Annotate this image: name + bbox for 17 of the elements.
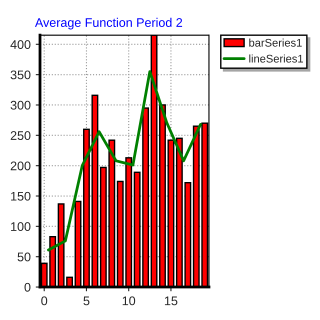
chart-title: Average Function Period 2	[34, 18, 182, 30]
y-tick-label: 400	[10, 40, 30, 49]
y-tick-label: 200	[10, 161, 30, 170]
x-tick-label: 15	[164, 296, 178, 306]
legend-label: barSeries1	[249, 38, 302, 47]
y-tick-label: 250	[10, 131, 30, 140]
y-tick-label: 0	[24, 282, 30, 292]
y-tick-label: 350	[10, 70, 30, 80]
y-tick-label: 50	[18, 252, 30, 262]
legend-label: lineSeries1	[249, 54, 303, 63]
y-tick-label: 300	[10, 100, 30, 110]
y-tick-label: 150	[11, 192, 30, 201]
x-tick-label: 5	[83, 296, 90, 306]
x-tick-label: 0	[41, 296, 48, 306]
y-tick-label: 100	[11, 222, 30, 232]
line-series	[47, 70, 202, 252]
x-tick-label: 10	[122, 296, 136, 306]
